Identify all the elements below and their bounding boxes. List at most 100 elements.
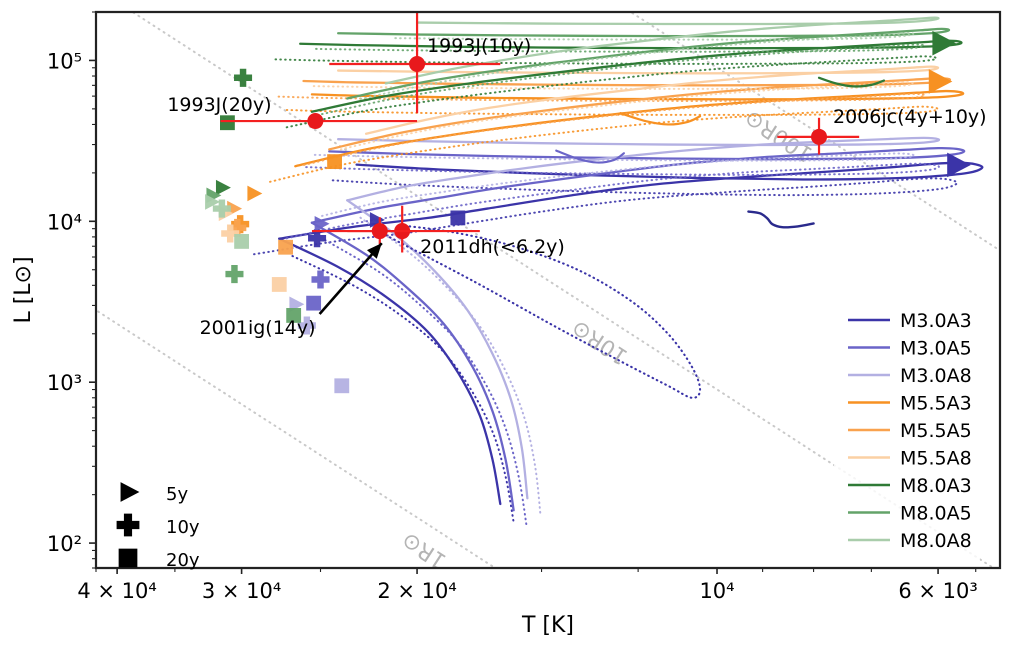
marker-M8.0A5-10y <box>225 265 244 284</box>
marker-M5.5A3-5y <box>247 185 263 202</box>
x-ticks-group: 4 × 10⁴ 3 × 10⁴ 2 × 10⁴ 10⁴ 6 × 10³ <box>77 568 978 603</box>
marker-M3.0A3-10y <box>308 229 327 248</box>
series-legend-item-M3.0A3[interactable]: M3.0A3 <box>848 310 972 332</box>
marker-legend-label-10y: 10y <box>166 517 200 538</box>
y-axis-title: L [L⊙] <box>11 256 36 323</box>
track-dotted-M5.5A5 <box>277 92 926 166</box>
arrow-annotation-group: 2001ig(14y) <box>200 242 383 339</box>
series-legend-item-M3.0A8[interactable]: M3.0A8 <box>848 365 972 387</box>
radius-line-1R <box>96 308 498 568</box>
track-hook-0 <box>817 76 886 88</box>
series-legend-label-M8.0A8: M8.0A8 <box>900 530 972 552</box>
observation-point <box>811 128 828 145</box>
annotation-arrow-head <box>366 243 382 259</box>
track-M5.5A5 <box>302 77 952 151</box>
markers-group <box>205 30 971 394</box>
series-legend-label-M5.5A8: M5.5A8 <box>900 448 972 470</box>
observation-label: 2011dh(<6.2y) <box>420 236 565 258</box>
series-legend-item-M3.0A5[interactable]: M3.0A5 <box>848 338 972 360</box>
marker-M3.0A3-20y <box>450 210 466 226</box>
series-legend-item-M8.0A3[interactable]: M8.0A3 <box>848 475 972 497</box>
track-M8.0A5 <box>337 27 951 100</box>
observation-point <box>307 113 324 130</box>
track-M3.0A5 <box>310 146 966 224</box>
track-tail-1 <box>310 221 515 512</box>
track-dotted-M8.0A3 <box>274 55 938 129</box>
series-legend: M3.0A3 M3.0A5 M3.0A8 M5.5A3 M5.5A5 M5.5A8 M8.0… <box>834 302 980 564</box>
y-tick-label: 10⁵ <box>47 49 82 73</box>
marker-M3.0A8-20y <box>334 378 350 394</box>
observations-group: 1993J(10y) 1993J(20y) 2006jc(4y+10y) 2011dh… <box>167 12 987 258</box>
marker-M5.5A8-20y <box>271 277 287 292</box>
marker-legend-label-5y: 5y <box>166 484 188 505</box>
marker-M5.5A5-20y <box>278 239 294 255</box>
marker-legend-glyph-10y <box>116 513 140 537</box>
track-tail-dotted-2 <box>359 216 542 517</box>
marker-M8.0A8-5y <box>205 194 221 210</box>
y-ticks-group: 10² 10³ 10⁴ 10⁵ <box>47 11 96 569</box>
track-tail-dotted-1 <box>324 239 528 529</box>
marker-M8.0A8-20y <box>234 234 250 249</box>
observation-point <box>409 56 426 73</box>
marker-M8.0A3-5y <box>215 179 231 196</box>
annotation-label-2001ig: 2001ig(14y) <box>200 317 316 339</box>
track-M8.0A8 <box>384 16 940 85</box>
marker-M5.5A5-10y <box>228 218 247 237</box>
x-tick-label: 4 × 10⁴ <box>77 579 156 603</box>
marker-M3.0A3-5y <box>369 212 385 228</box>
observation-1993J10y: 1993J(10y) <box>329 12 531 114</box>
marker-legend-glyph-5y <box>120 482 140 502</box>
series-legend-item-M8.0A5[interactable]: M8.0A5 <box>848 503 972 525</box>
axes-group: 4 × 10⁴ 3 × 10⁴ 2 × 10⁴ 10⁴ 6 × 10³ 10² 10³ 10⁴… <box>11 10 1002 638</box>
observation-point <box>371 223 388 240</box>
track-tail-dotted-0 <box>291 255 515 523</box>
x-tick-label: 10⁴ <box>699 579 734 603</box>
marker-M8.0A3-20y <box>220 115 235 131</box>
track-hook-1 <box>619 112 702 126</box>
track-dotted-M3.0A8 <box>311 152 915 217</box>
series-legend-item-M5.5A5[interactable]: M5.5A5 <box>848 420 972 442</box>
observation-label: 1993J(10y) <box>427 35 531 57</box>
track-M5.5A8 <box>337 65 940 135</box>
track-dotted-M8.0A8 <box>359 32 915 100</box>
marker-M5.5A8-10y <box>221 224 240 243</box>
marker-loop-tip-1 <box>928 69 953 94</box>
radius-label-1R: 1R⊙ <box>398 527 452 574</box>
observation-point4 <box>347 217 413 245</box>
observation-2006jc4y10y: 2006jc(4y+10y) <box>777 106 987 155</box>
x-tick-label: 6 × 10³ <box>898 579 977 603</box>
series-legend-item-M5.5A8[interactable]: M5.5A8 <box>848 448 972 470</box>
x-axis-title: T [K] <box>521 613 574 638</box>
track-dotted-M3.0A3 <box>253 177 959 256</box>
track-dotted-arc-main <box>384 223 702 399</box>
series-legend-item-M8.0A8[interactable]: M8.0A8 <box>848 530 972 552</box>
series-legend-background <box>834 302 980 564</box>
marker-loop-tip-2 <box>947 152 971 178</box>
marker-M3.0A5-5y <box>314 216 330 232</box>
x-tick-label: 3 × 10⁴ <box>202 579 281 603</box>
marker-M5.5A3-20y <box>327 154 342 170</box>
marker-M3.0A5-20y <box>306 295 322 311</box>
series-legend-item-M5.5A3[interactable]: M5.5A3 <box>848 393 972 415</box>
marker-legend-label-20y: 20y <box>166 550 200 571</box>
radius-label-10R: 10R⊙ <box>567 314 632 369</box>
observation-label: 2006jc(4y+10y) <box>833 106 987 128</box>
track-wiggle-blue <box>747 210 815 229</box>
series-legend-label-M3.0A3: M3.0A3 <box>900 310 972 332</box>
track-M3.0A8 <box>337 136 941 202</box>
series-legend-label-M5.5A5: M5.5A5 <box>900 420 972 442</box>
annotation-arrow-line <box>318 242 383 315</box>
marker-M3.0A5-10y <box>311 270 330 289</box>
marker-legend: 5y 10y 20y <box>116 482 200 571</box>
y-tick-label: 10² <box>47 532 82 556</box>
track-dotted-M5.5A8 <box>311 81 914 151</box>
series-legend-label-M8.0A3: M8.0A3 <box>900 475 972 497</box>
track-dotted-M8.0A5 <box>311 43 925 116</box>
marker-loop-tip-0 <box>932 30 956 56</box>
series-legend-label-M5.5A3: M5.5A3 <box>900 393 972 415</box>
marker-M8.0A8-10y <box>212 199 231 218</box>
marker-M8.0A3-10y <box>234 68 253 87</box>
